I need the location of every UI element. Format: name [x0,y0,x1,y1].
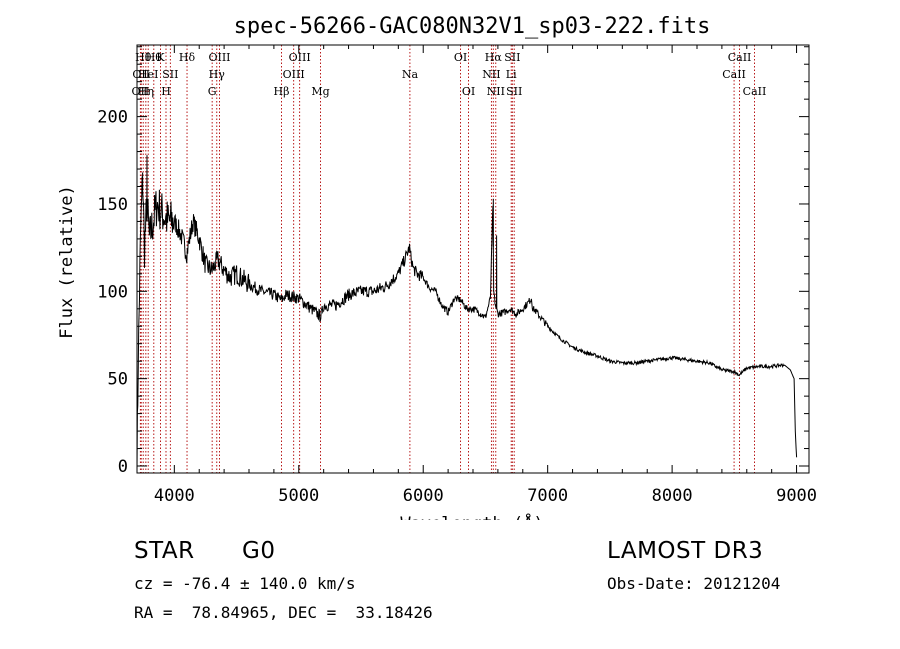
line-marker-label: NII [487,85,505,98]
line-marker-label: CaII [728,51,752,64]
line-marker-label: SII [504,51,520,64]
line-marker-label: Hθ [146,51,163,64]
line-marker-label: Na [402,68,419,81]
line-marker-label: OIII [289,51,311,64]
line-marker-labels: OIIOIIHθHηHeIHθKHSIIHδGHγOIIIHβOIIIOIIIM… [132,51,767,98]
y-tick-label: 150 [97,195,128,215]
line-marker-label: Hθ [135,51,152,64]
line-marker-label: OIII [283,68,305,81]
line-marker-label: Hα [485,51,503,64]
line-marker-label: H [161,85,171,98]
plot-frame [136,44,810,474]
obs-date-text: Obs-Date: 20121204 [607,574,781,593]
y-tick-label: 100 [97,282,128,302]
x-tick-label: 7000 [527,486,568,506]
line-marker-label: CaII [722,68,746,81]
line-marker-label: CaII [743,85,767,98]
line-marker-label: Hη [138,85,154,98]
spectrum-line [136,155,798,474]
redshift-text: cz = -76.4 ± 140.0 km/s [134,574,356,593]
x-tick-label: 6000 [403,486,444,506]
line-marker-label: NII [482,68,500,81]
line-marker-label: OI [454,51,467,64]
x-tick-label: 9000 [776,486,817,506]
line-marker-label: Mg [311,85,329,98]
line-marker-label: OII [132,85,150,98]
spectrum-chart: spec-56266-GAC080N32V1_sp03-222.fits OII… [57,14,817,520]
line-marker-label: SII [162,68,178,81]
line-marker-label: HeI [138,68,158,81]
y-axis-ticks: 0 50 100 150 200 [97,46,809,477]
object-subclass: G0 [242,538,276,564]
line-marker-label: G [208,85,217,98]
x-axis-label: Wavelength (Å) [400,512,543,520]
x-axis-ticks: 4000 5000 6000 7000 8000 9000 [154,45,817,506]
line-marker-label: Hδ [179,51,196,64]
x-tick-label: 4000 [154,486,195,506]
y-axis-label: Flux (relative) [57,185,77,339]
object-class: STAR [134,538,195,564]
chart-title: spec-56266-GAC080N32V1_sp03-222.fits [234,14,711,39]
line-marker-label: OI [462,85,475,98]
line-marker-label: Hβ [274,85,290,98]
line-marker-label: OIII [208,51,230,64]
y-tick-label: 50 [108,370,128,390]
line-marker-label: Hγ [209,68,226,81]
line-marker-label: SII [506,85,522,98]
line-marker-label: Li [506,68,517,81]
y-tick-label: 0 [118,457,128,477]
survey-name: LAMOST DR3 [607,538,764,564]
coordinates-text: RA = 78.84965, DEC = 33.18426 [134,603,433,622]
x-tick-label: 5000 [278,486,319,506]
x-tick-label: 8000 [652,486,693,506]
line-markers [139,45,755,473]
line-marker-label: K [156,51,165,64]
y-tick-label: 200 [97,108,128,128]
